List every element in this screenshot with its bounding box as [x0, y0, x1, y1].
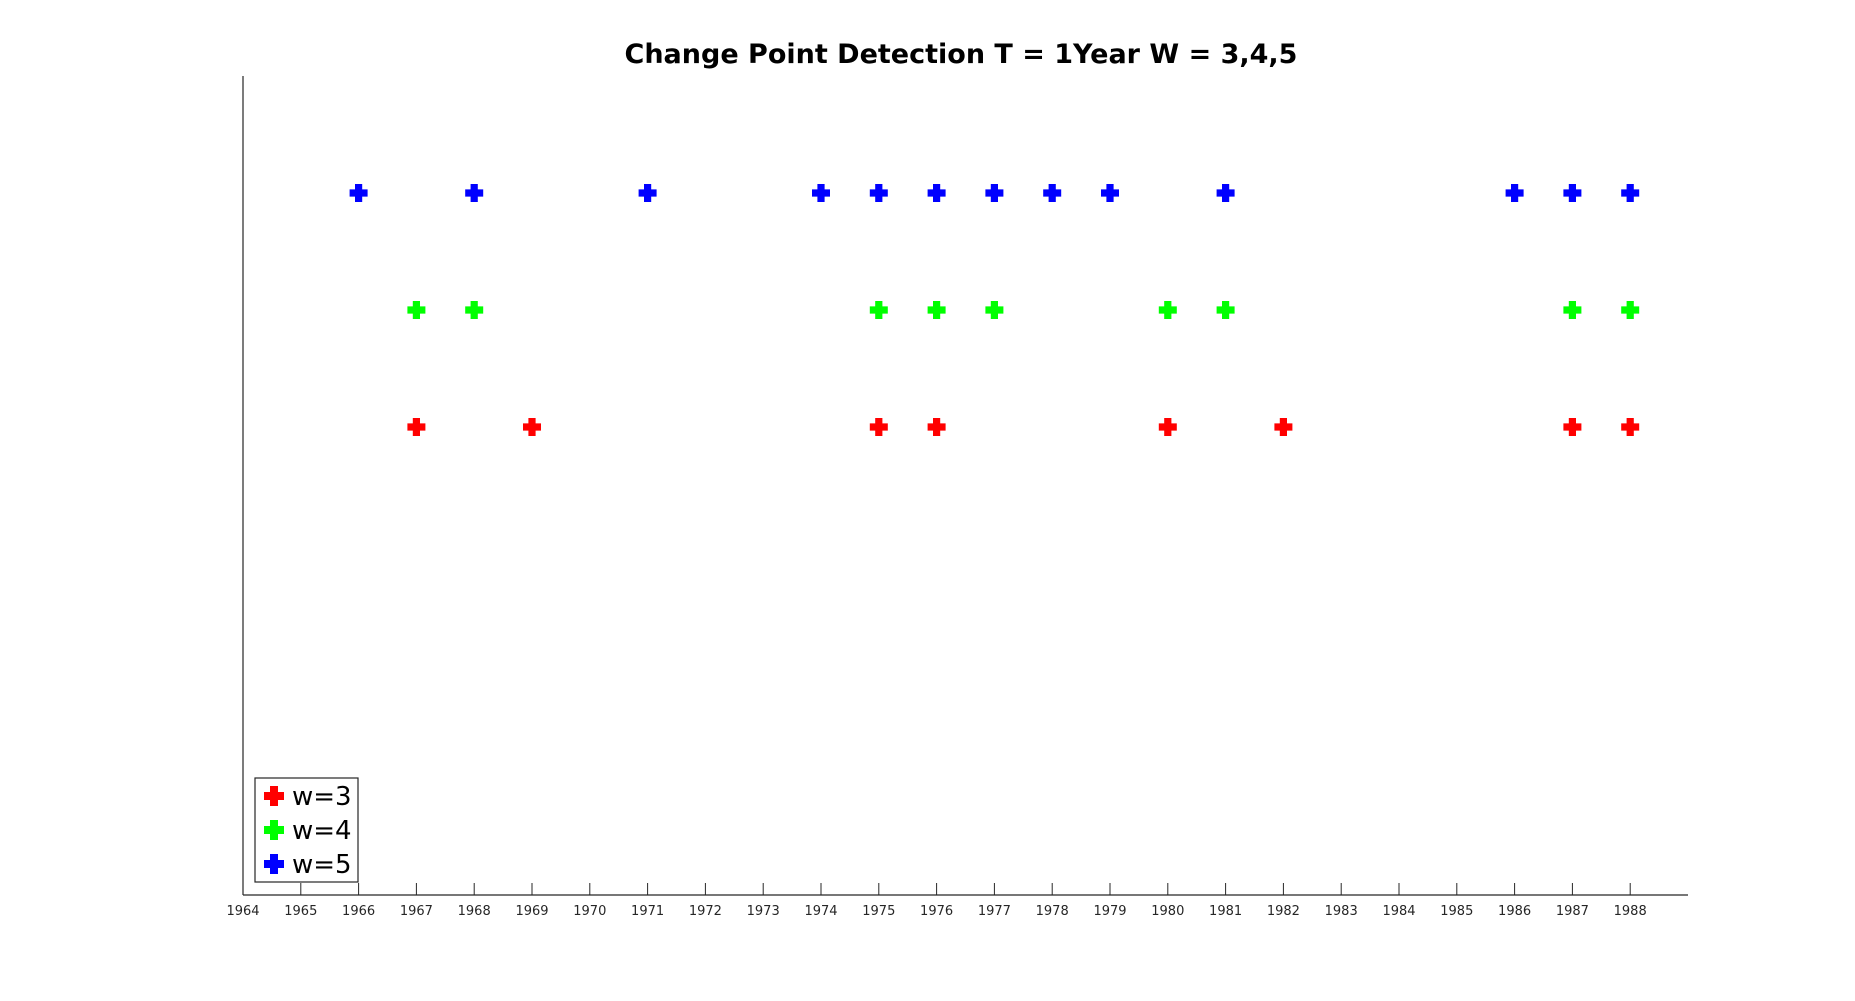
x-tick-label: 1979: [1093, 904, 1126, 919]
x-tick-label: 1972: [689, 904, 722, 919]
legend-label: w=5: [292, 850, 352, 880]
data-point-w=3: [1621, 418, 1640, 436]
x-tick-label: 1978: [1036, 904, 1069, 919]
data-point-w=3: [869, 418, 888, 436]
x-tick-label: 1986: [1498, 904, 1531, 919]
data-point-w=4: [1621, 301, 1640, 319]
x-tick-label: 1982: [1267, 904, 1300, 919]
data-point-w=4: [1158, 301, 1177, 319]
x-tick-label: 1984: [1382, 904, 1415, 919]
data-point-w=5: [927, 184, 946, 202]
x-tick-label: 1983: [1325, 904, 1358, 919]
data-point-w=3: [1563, 418, 1582, 436]
chart-title: Change Point Detection T = 1Year W = 3,4…: [625, 39, 1298, 70]
x-tick-label: 1973: [747, 904, 780, 919]
data-point-w=4: [465, 301, 484, 319]
x-tick-label: 1970: [573, 904, 606, 919]
data-point-w=5: [1216, 184, 1235, 202]
x-tick-label: 1969: [515, 904, 548, 919]
data-point-w=5: [1043, 184, 1062, 202]
data-point-w=5: [1563, 184, 1582, 202]
legend: w=3 w=4 w=5: [254, 777, 359, 883]
x-tick-label: 1985: [1440, 904, 1473, 919]
legend-marker-w=5: [264, 854, 284, 874]
data-point-w=3: [523, 418, 541, 436]
x-tick-label: 1966: [342, 904, 375, 919]
data-point-w=5: [465, 184, 484, 202]
data-point-w=5: [1101, 184, 1119, 202]
data-point-w=5: [1505, 184, 1524, 202]
x-axis-ticks: 1964 1965 1966 1967 1968 1969 1970 1971 1972 1973…: [226, 883, 1647, 919]
x-tick-label: 1974: [804, 904, 837, 919]
data-point-w=4: [927, 301, 946, 319]
legend-label: w=4: [292, 816, 352, 846]
legend-marker-w=4: [264, 820, 284, 840]
x-tick-label: 1975: [862, 904, 895, 919]
legend-label: w=3: [292, 782, 352, 812]
data-point-w=5: [869, 184, 888, 202]
data-point-w=4: [407, 301, 426, 319]
data-point-w=5: [349, 184, 368, 202]
data-point-w=5: [812, 184, 830, 202]
x-tick-label: 1967: [400, 904, 433, 919]
x-tick-label: 1977: [978, 904, 1011, 919]
x-tick-label: 1976: [920, 904, 953, 919]
data-point-w=5: [985, 184, 1004, 202]
x-tick-label: 1980: [1151, 904, 1184, 919]
data-points: [349, 184, 1640, 436]
legend-marker-w=3: [264, 786, 284, 806]
data-point-w=5: [1621, 184, 1640, 202]
data-point-w=3: [407, 418, 426, 436]
x-tick-label: 1981: [1209, 904, 1242, 919]
data-point-w=3: [1158, 418, 1177, 436]
x-tick-label: 1965: [284, 904, 317, 919]
x-tick-label: 1988: [1614, 904, 1647, 919]
x-tick-label: 1987: [1556, 904, 1589, 919]
axes: [242, 76, 1688, 896]
data-point-w=4: [869, 301, 888, 319]
x-tick-label: 1964: [226, 904, 259, 919]
x-tick-label: 1968: [458, 904, 491, 919]
data-point-w=4: [1216, 301, 1235, 319]
data-point-w=3: [927, 418, 946, 436]
data-point-w=3: [1274, 418, 1293, 436]
data-point-w=4: [1563, 301, 1582, 319]
data-point-w=5: [638, 184, 657, 202]
data-point-w=4: [985, 301, 1004, 319]
x-tick-label: 1971: [631, 904, 664, 919]
